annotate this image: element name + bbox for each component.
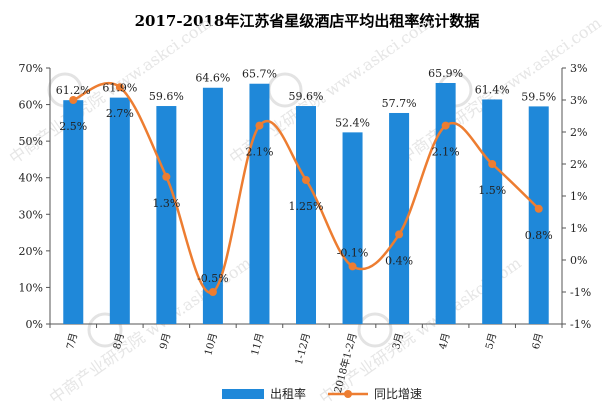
- x-tick-label: 6月: [530, 332, 546, 351]
- line-point: [441, 121, 450, 130]
- y-right-tick-label: 3%: [570, 94, 587, 107]
- x-tick-label: 11月: [249, 332, 266, 357]
- x-tick-label: 4月: [437, 332, 453, 351]
- bar-value-label: 57.7%: [382, 97, 417, 110]
- y-right-tick-label: 1%: [570, 190, 587, 203]
- bar: [482, 99, 503, 324]
- bar-value-label: 59.6%: [149, 90, 184, 103]
- line-value-label: 1.3%: [152, 197, 180, 210]
- y-left-tick-label: 10%: [19, 281, 43, 294]
- line-point: [162, 172, 171, 181]
- x-tick-label: 8月: [111, 332, 127, 351]
- bar: [435, 82, 456, 324]
- watermark-logo: [87, 312, 123, 348]
- legend-swatch-bar: [222, 389, 264, 399]
- y-left-tick-label: 70%: [19, 62, 43, 75]
- y-left-tick-label: 30%: [19, 208, 43, 221]
- legend: 出租率 同比增速: [222, 386, 422, 401]
- legend-swatch-marker: [344, 390, 352, 398]
- line-point: [69, 96, 78, 104]
- legend-label-line: 同比增速: [374, 387, 422, 401]
- line-value-label: 2.5%: [59, 120, 87, 133]
- bar-value-label: 64.6%: [195, 72, 230, 85]
- line-value-label: 2.7%: [106, 107, 134, 120]
- line-point: [115, 83, 124, 92]
- chart-title: 2017-2018年江苏省星级酒店平均出租率统计数据: [135, 12, 480, 30]
- bar-value-label: 61.4%: [475, 83, 510, 96]
- y-right-tick-label: 1%: [570, 222, 587, 235]
- line-value-label: 2.1%: [432, 146, 460, 159]
- y-right-tick-label: 3%: [570, 62, 587, 75]
- bar-value-label: 61.9%: [102, 82, 137, 95]
- bar: [389, 112, 410, 325]
- line-value-label: 2.1%: [245, 146, 273, 159]
- bar-value-label: 65.9%: [428, 67, 463, 80]
- line-value-label: 0.8%: [525, 229, 553, 242]
- line-point: [488, 160, 497, 168]
- y-left-tick-label: 60%: [19, 99, 43, 112]
- line-value-label: 1.5%: [478, 184, 506, 197]
- legend-label-bar: 出租率: [270, 386, 306, 401]
- y-left-tick-label: 50%: [19, 135, 43, 148]
- line-point: [255, 121, 264, 130]
- line-value-label: -0.1%: [337, 246, 369, 259]
- line-point: [208, 288, 217, 296]
- x-tick-label: 9月: [157, 332, 173, 351]
- x-tick-label: 10月: [202, 332, 219, 357]
- line-point: [534, 204, 543, 213]
- y-left-tick-label: 40%: [19, 172, 43, 185]
- line-point: [395, 230, 404, 239]
- line-point: [302, 176, 310, 184]
- bar-value-label: 61.2%: [56, 84, 91, 97]
- bar-value-label: 59.5%: [521, 90, 556, 103]
- bar: [296, 106, 316, 324]
- bar: [249, 83, 270, 325]
- x-tick-label: 5月: [483, 332, 499, 351]
- y-left-tick-label: 0%: [26, 318, 43, 331]
- bar: [342, 132, 363, 324]
- bar: [202, 87, 223, 325]
- bar-series: [63, 82, 549, 325]
- line-point: [348, 262, 357, 271]
- bar-value-label: 65.7%: [242, 68, 277, 81]
- data-labels: 61.2% 61.9% 59.6% 64.6% 65.7% 59.6% 52.4% 57.7%…: [56, 67, 556, 285]
- bar-value-label: 52.4%: [335, 116, 370, 129]
- y-right-tick-label: -1%: [570, 318, 591, 331]
- bar: [156, 106, 177, 324]
- line-value-label: 0.4%: [385, 254, 413, 267]
- x-tick-label: 3月: [390, 332, 406, 351]
- x-tick-label: 7月: [64, 332, 80, 351]
- line-value-label: -0.5%: [197, 272, 229, 285]
- y-left-tick-label: 20%: [19, 245, 43, 258]
- bar: [109, 97, 130, 324]
- bar: [528, 106, 549, 325]
- y-right-tick-label: 2%: [570, 126, 587, 139]
- line-value-label: 1.25%: [289, 200, 324, 213]
- y-right-tick-label: 2%: [570, 158, 587, 171]
- bar: [63, 100, 84, 324]
- bar-value-label: 59.6%: [289, 90, 324, 103]
- line-series: [69, 81, 543, 296]
- watermark-logo: [357, 312, 393, 348]
- y-right-tick-label: -1%: [570, 286, 591, 299]
- y-right-tick-label: 0%: [570, 254, 587, 267]
